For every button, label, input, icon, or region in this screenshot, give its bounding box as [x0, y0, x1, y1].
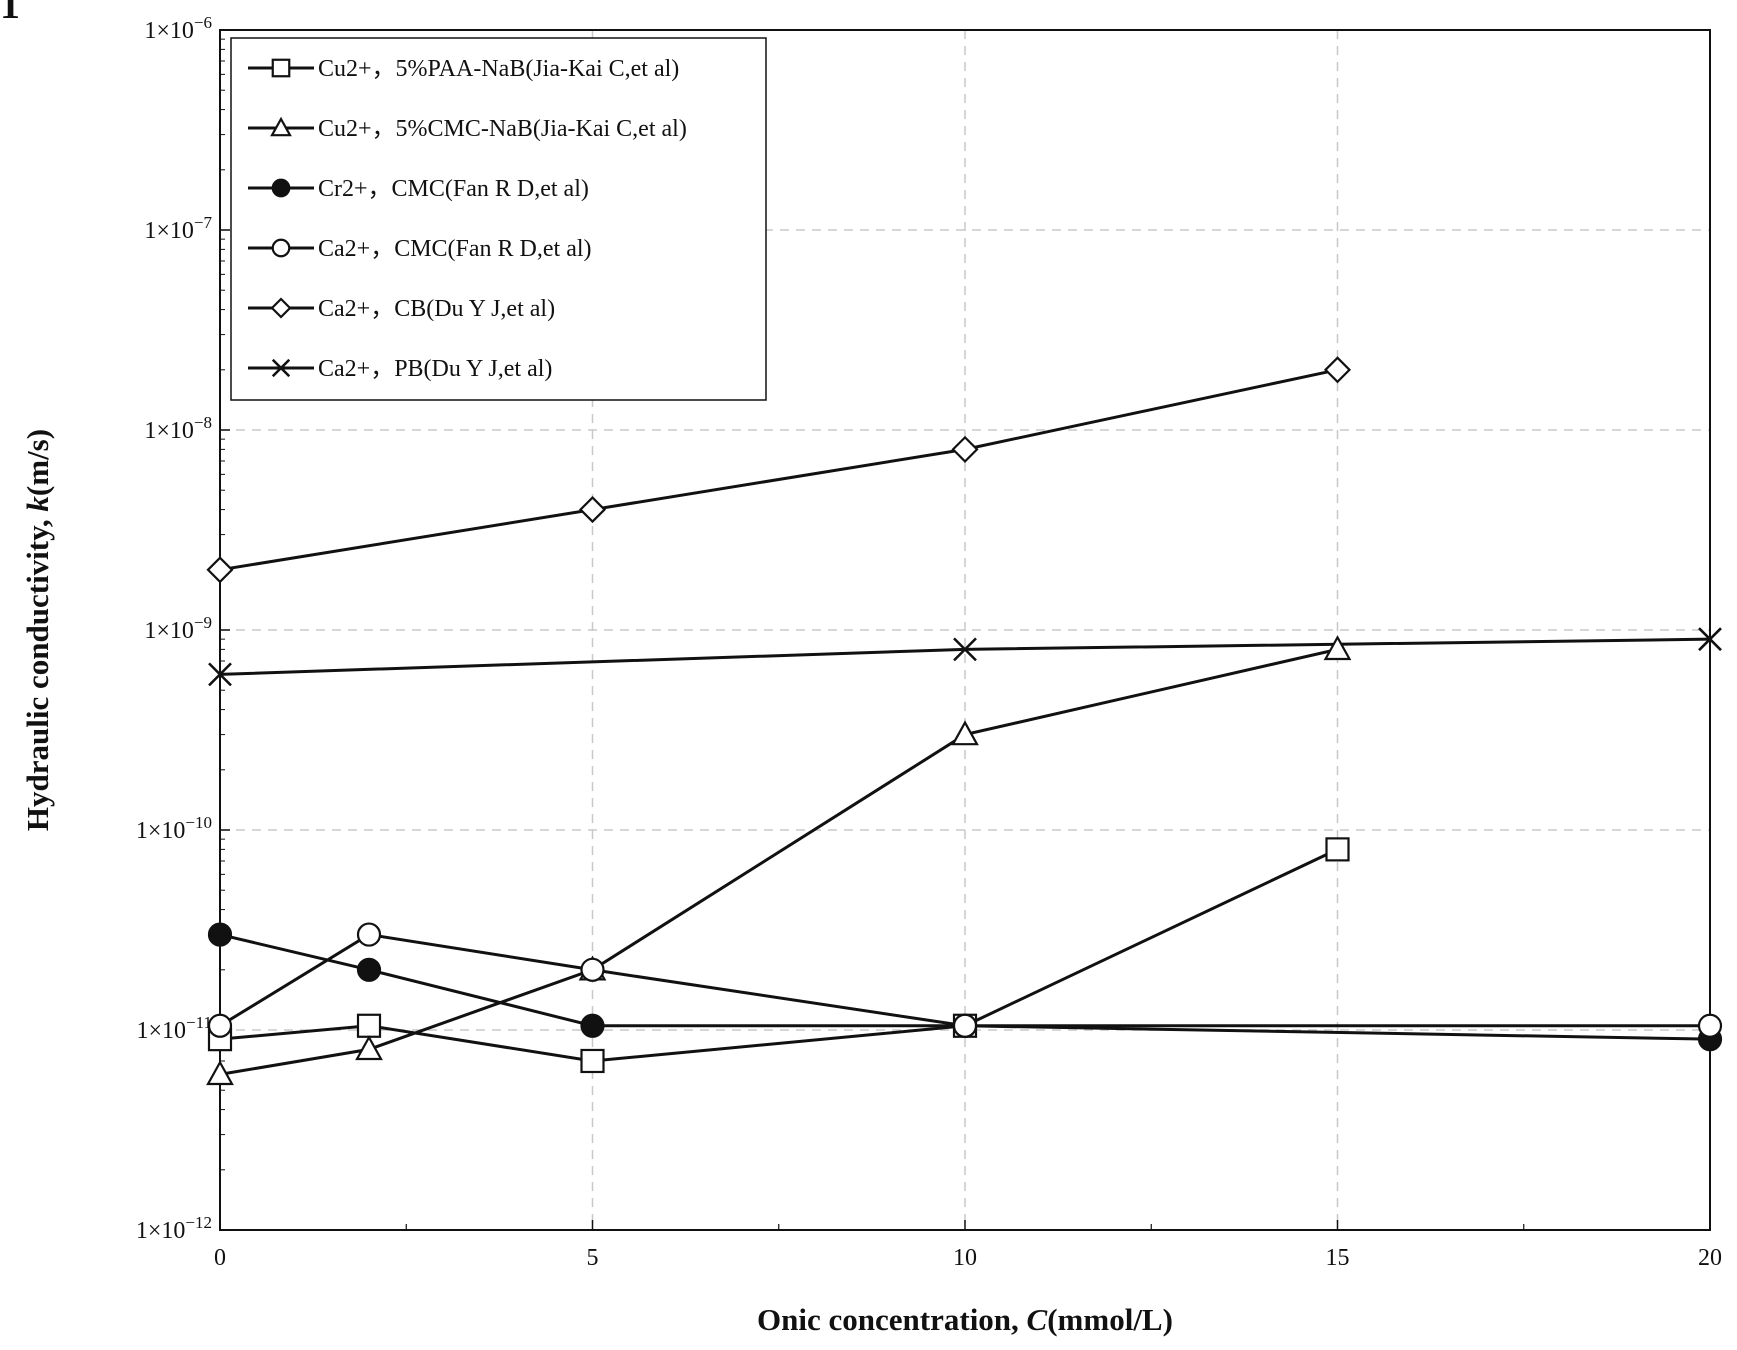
data-point-square [356, 1013, 382, 1038]
data-point-square [580, 1048, 605, 1074]
panel-label: 1 [0, 0, 20, 27]
y-tick-label: 1×10−11 [136, 1013, 212, 1044]
data-point-cross [208, 662, 232, 687]
legend-label: Ca2+，CMC(Fan R D,et al) [318, 236, 592, 262]
grid-lines [220, 30, 1710, 1230]
y-axis-title: Hydraulic conductivity, k(m/s) [20, 429, 55, 831]
y-tick-label: 1×10−12 [136, 1213, 212, 1244]
data-point-open-circle [356, 922, 382, 947]
x-tick-label: 20 [1698, 1245, 1722, 1271]
data-point-diamond [1323, 356, 1352, 384]
data-point-triangle [951, 720, 979, 746]
legend: Cu2+，5%PAA-NaB(Jia-Kai C,et al) Cu2+，5%CM… [230, 37, 767, 401]
y-tick-label: 1×10−10 [136, 813, 212, 844]
series-layer [206, 356, 1723, 1086]
data-point-filled-circle [356, 957, 382, 982]
legend-marker-cross [271, 358, 291, 378]
data-point-triangle [355, 1035, 383, 1061]
data-point-filled-circle [580, 1013, 605, 1038]
legend-marker-triangle [270, 116, 292, 137]
data-point-diamond [951, 435, 979, 463]
data-point-diamond [578, 496, 607, 524]
legend-marker-square [271, 58, 291, 78]
legend-marker-open-circle [271, 238, 291, 258]
data-point-cross [953, 637, 977, 662]
data-point-open-circle [1697, 1013, 1723, 1038]
y-tick-label: 1×10−8 [144, 413, 212, 444]
data-point-filled-circle [207, 922, 233, 947]
x-tick-label: 0 [214, 1245, 226, 1271]
data-point-open-circle [580, 957, 605, 982]
y-tick-label: 1×10−9 [144, 613, 212, 644]
data-point-diamond [206, 556, 234, 584]
data-point-open-circle [952, 1013, 978, 1038]
series-line-diamond [219, 368, 1338, 572]
legend-marker-filled-circle [271, 178, 291, 198]
legend-box [230, 37, 767, 401]
data-point-cross [1698, 627, 1722, 652]
data-point-square [1325, 837, 1350, 862]
x-tick-label: 15 [1326, 1245, 1350, 1271]
legend-label: Cu2+，5%CMC-NaB(Jia-Kai C,et al) [318, 116, 687, 142]
data-point-triangle [1323, 635, 1352, 661]
legend-label: Cr2+，CMC(Fan R D,et al) [318, 176, 589, 202]
data-point-open-circle [207, 1013, 233, 1038]
data-point-triangle [206, 1060, 234, 1086]
axis-ticks: 0 5 10 15 20 1×10−12 1×10−11 1×10−10 1×10−9 1×10−… [136, 13, 1722, 1271]
legend-label: Cu2+，5%PAA-NaB(Jia-Kai C,et al) [318, 56, 679, 82]
y-tick-label: 1×10−7 [144, 213, 212, 244]
series-line-triangle [219, 647, 1338, 1076]
legend-label: Ca2+，PB(Du Y J,et al) [318, 356, 552, 382]
x-tick-label: 10 [953, 1245, 977, 1271]
y-tick-label: 1×10−6 [144, 13, 212, 44]
x-axis-title: Onic concentration, C(mmol/L) [757, 1302, 1173, 1337]
x-tick-label: 5 [587, 1245, 599, 1271]
legend-label: Ca2+，CB(Du Y J,et al) [318, 296, 555, 322]
legend-marker-diamond [270, 297, 292, 319]
